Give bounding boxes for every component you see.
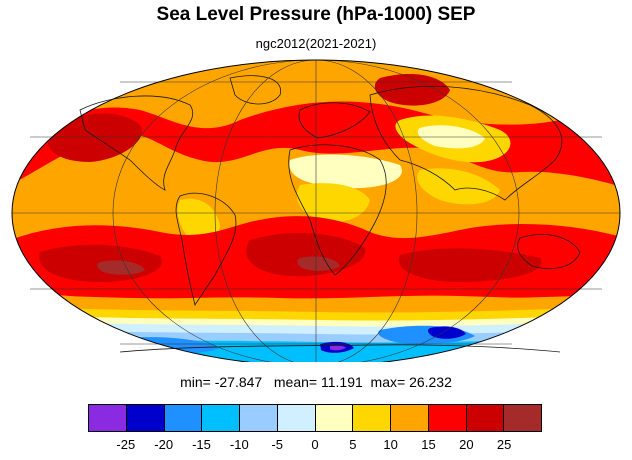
antarctic-low-d xyxy=(330,345,346,351)
colorbar-tick-10: 25 xyxy=(496,437,512,452)
coast-australia xyxy=(517,234,581,269)
min-value: -27.847 xyxy=(214,374,263,390)
colorbar-swatch-2 xyxy=(164,405,203,431)
colorbar-tick-7: 10 xyxy=(383,437,398,452)
colorbar-tick-1: -20 xyxy=(154,437,174,452)
colorbar-swatch-11 xyxy=(504,405,541,431)
coast-europe xyxy=(298,102,371,139)
pressure-map xyxy=(11,59,621,362)
colorbar-tick-5: 0 xyxy=(311,437,319,452)
colorbar-swatch-6 xyxy=(315,405,354,431)
max-label: max= xyxy=(370,374,406,390)
colorbar-swatch-8 xyxy=(391,405,429,431)
sahara-low xyxy=(289,154,402,189)
colorbar-tick-labels: -25 -20 -15 -10 -5 0 5 10 15 20 25 xyxy=(0,437,632,457)
india-yellow xyxy=(417,168,500,205)
min-label: min= xyxy=(180,374,211,390)
field-statistics: min= -27.847 mean= 11.191 max= 26.232 xyxy=(0,374,632,390)
max-value: 26.232 xyxy=(409,374,452,390)
colorbar-tick-8: 15 xyxy=(421,437,436,452)
coast-antarctica xyxy=(119,344,561,353)
coast-greenland xyxy=(229,75,281,105)
colorbar-swatch-10 xyxy=(466,405,505,431)
colorbar-tick-6: 5 xyxy=(349,437,357,452)
colorbar-swatch-0 xyxy=(89,405,127,431)
colorbar-tick-9: 20 xyxy=(459,437,474,452)
colorbar-tick-3: -10 xyxy=(229,437,249,452)
coast-asia xyxy=(369,85,563,201)
mean-value: 11.191 xyxy=(320,374,363,390)
north-atlantic-high xyxy=(47,113,142,162)
colorbar xyxy=(88,404,542,432)
south-pacific-core xyxy=(97,260,145,275)
colorbar-swatch-5 xyxy=(277,405,316,431)
chart-subtitle: ngc2012(2021-2021) xyxy=(255,36,377,51)
colorbar-swatch-1 xyxy=(126,405,165,431)
colorbar-tick-0: -25 xyxy=(116,437,136,452)
colorbar-swatch-3 xyxy=(202,405,240,431)
colorbar-swatch-7 xyxy=(353,405,391,431)
globe-outline xyxy=(11,59,621,362)
colorbar-tick-2: -15 xyxy=(192,437,211,452)
colorbar-swatch-4 xyxy=(240,405,278,431)
coast-south-america xyxy=(175,192,237,307)
coast-north-america xyxy=(79,95,193,191)
indian-ocean-high xyxy=(398,248,542,282)
colorbar-tick-4: -5 xyxy=(271,437,283,452)
colorbar-swatch-9 xyxy=(428,405,467,431)
mean-label: mean= xyxy=(273,374,318,390)
chart-title: Sea Level Pressure (hPa-1000) SEP xyxy=(156,4,476,25)
africa-yellow xyxy=(296,183,370,222)
